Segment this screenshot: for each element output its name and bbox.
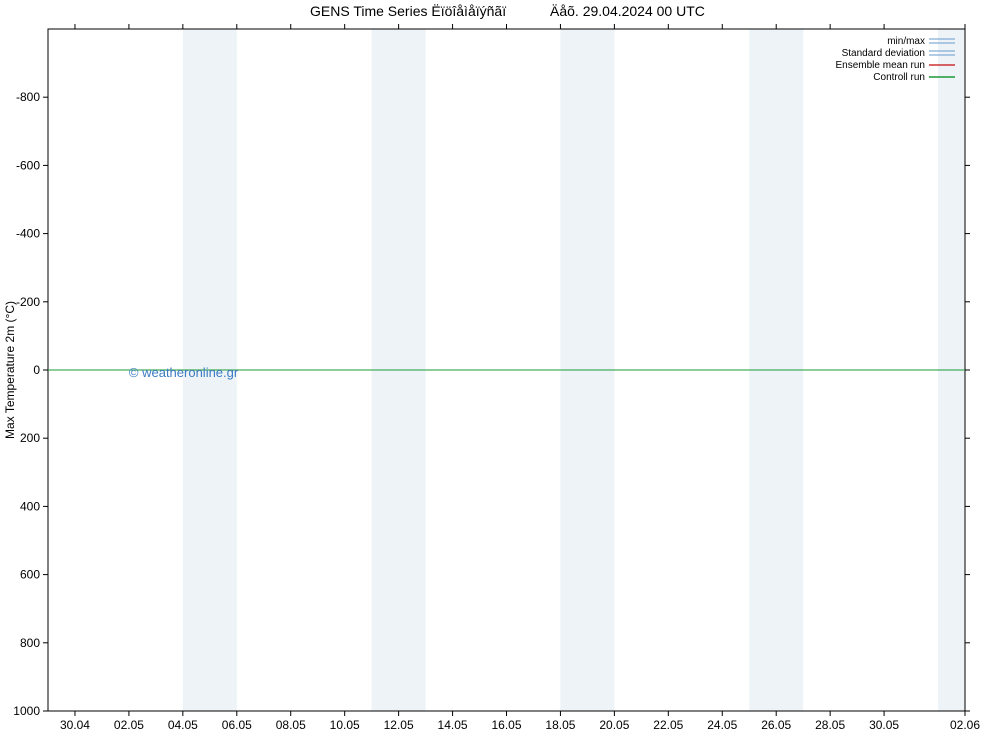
xtick-label: 12.05 xyxy=(384,718,414,732)
xtick-label: 08.05 xyxy=(276,718,306,732)
xtick-label: 18.05 xyxy=(545,718,575,732)
xtick-label: 16.05 xyxy=(491,718,521,732)
legend-label: Controll run xyxy=(873,72,925,83)
ytick-label: 200 xyxy=(20,431,40,445)
ytick-label: -800 xyxy=(16,90,40,104)
chart-svg: -800 -600 -400 -200 0 200 400 600 800 1000 30.04 02… xyxy=(0,0,1000,733)
xtick-label: 02.05 xyxy=(114,718,144,732)
ytick-label: -400 xyxy=(16,227,40,241)
ytick-label: 600 xyxy=(20,568,40,582)
ytick-label: -200 xyxy=(16,295,40,309)
xtick-label: 04.05 xyxy=(168,718,198,732)
xtick-label: 24.05 xyxy=(707,718,737,732)
legend-label: min/max xyxy=(887,36,925,47)
chart-title-left: GENS Time Series Ëïöîåìåïýñãï xyxy=(310,3,506,19)
xtick-label: 26.05 xyxy=(761,718,791,732)
ytick-label: 400 xyxy=(20,499,40,513)
xtick-label: 22.05 xyxy=(653,718,683,732)
xtick-label: 20.05 xyxy=(599,718,629,732)
chart-container: -800 -600 -400 -200 0 200 400 600 800 1000 30.04 02… xyxy=(0,0,1000,733)
ytick-label: -600 xyxy=(16,158,40,172)
watermark: © weatheronline.gr xyxy=(129,365,239,380)
ytick-label: 0 xyxy=(33,363,40,377)
legend-label: Standard deviation xyxy=(842,48,925,59)
xtick-label: 14.05 xyxy=(438,718,468,732)
xtick-label: 30.04 xyxy=(60,718,90,732)
xtick-label: 02.06 xyxy=(950,718,980,732)
xtick-label: 30.05 xyxy=(869,718,899,732)
xtick-label: 28.05 xyxy=(815,718,845,732)
xtick-label: 06.05 xyxy=(222,718,252,732)
ytick-label: 1000 xyxy=(13,704,40,718)
legend-label: Ensemble mean run xyxy=(836,60,926,71)
chart-title-right: Äåõ. 29.04.2024 00 UTC xyxy=(550,3,705,19)
y-axis-label: Max Temperature 2m (°C) xyxy=(3,301,17,439)
ytick-label: 800 xyxy=(20,636,40,650)
xtick-label: 10.05 xyxy=(330,718,360,732)
